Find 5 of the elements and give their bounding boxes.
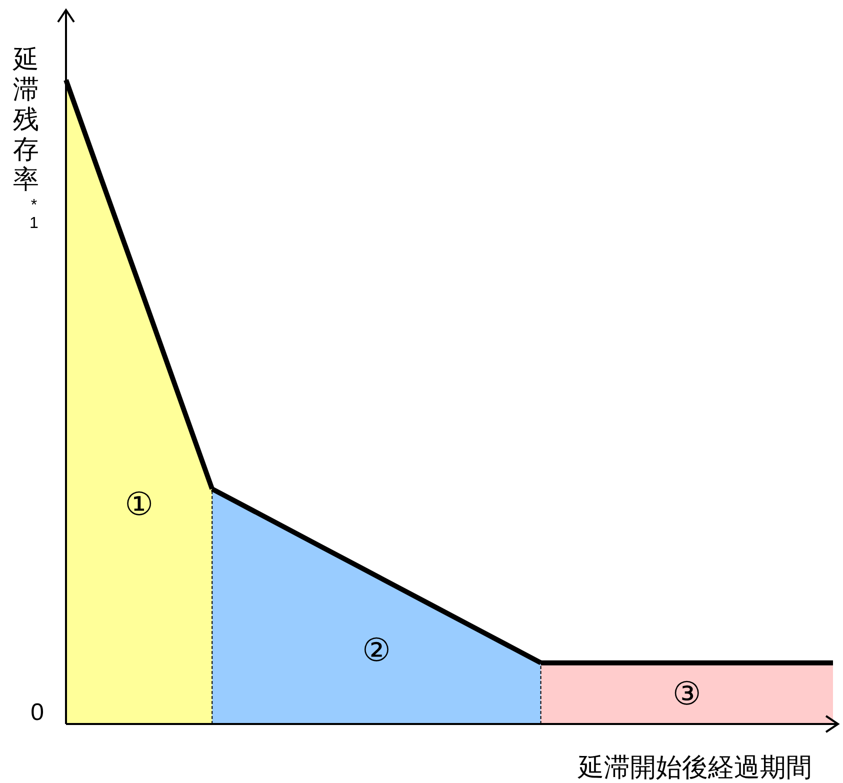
x-axis-title: 延滞開始後経過期間: [577, 752, 812, 782]
text: 0: [30, 699, 44, 726]
annotation: ②: [362, 632, 391, 668]
annotation: ③: [672, 675, 702, 712]
annotation: ①: [124, 486, 154, 522]
